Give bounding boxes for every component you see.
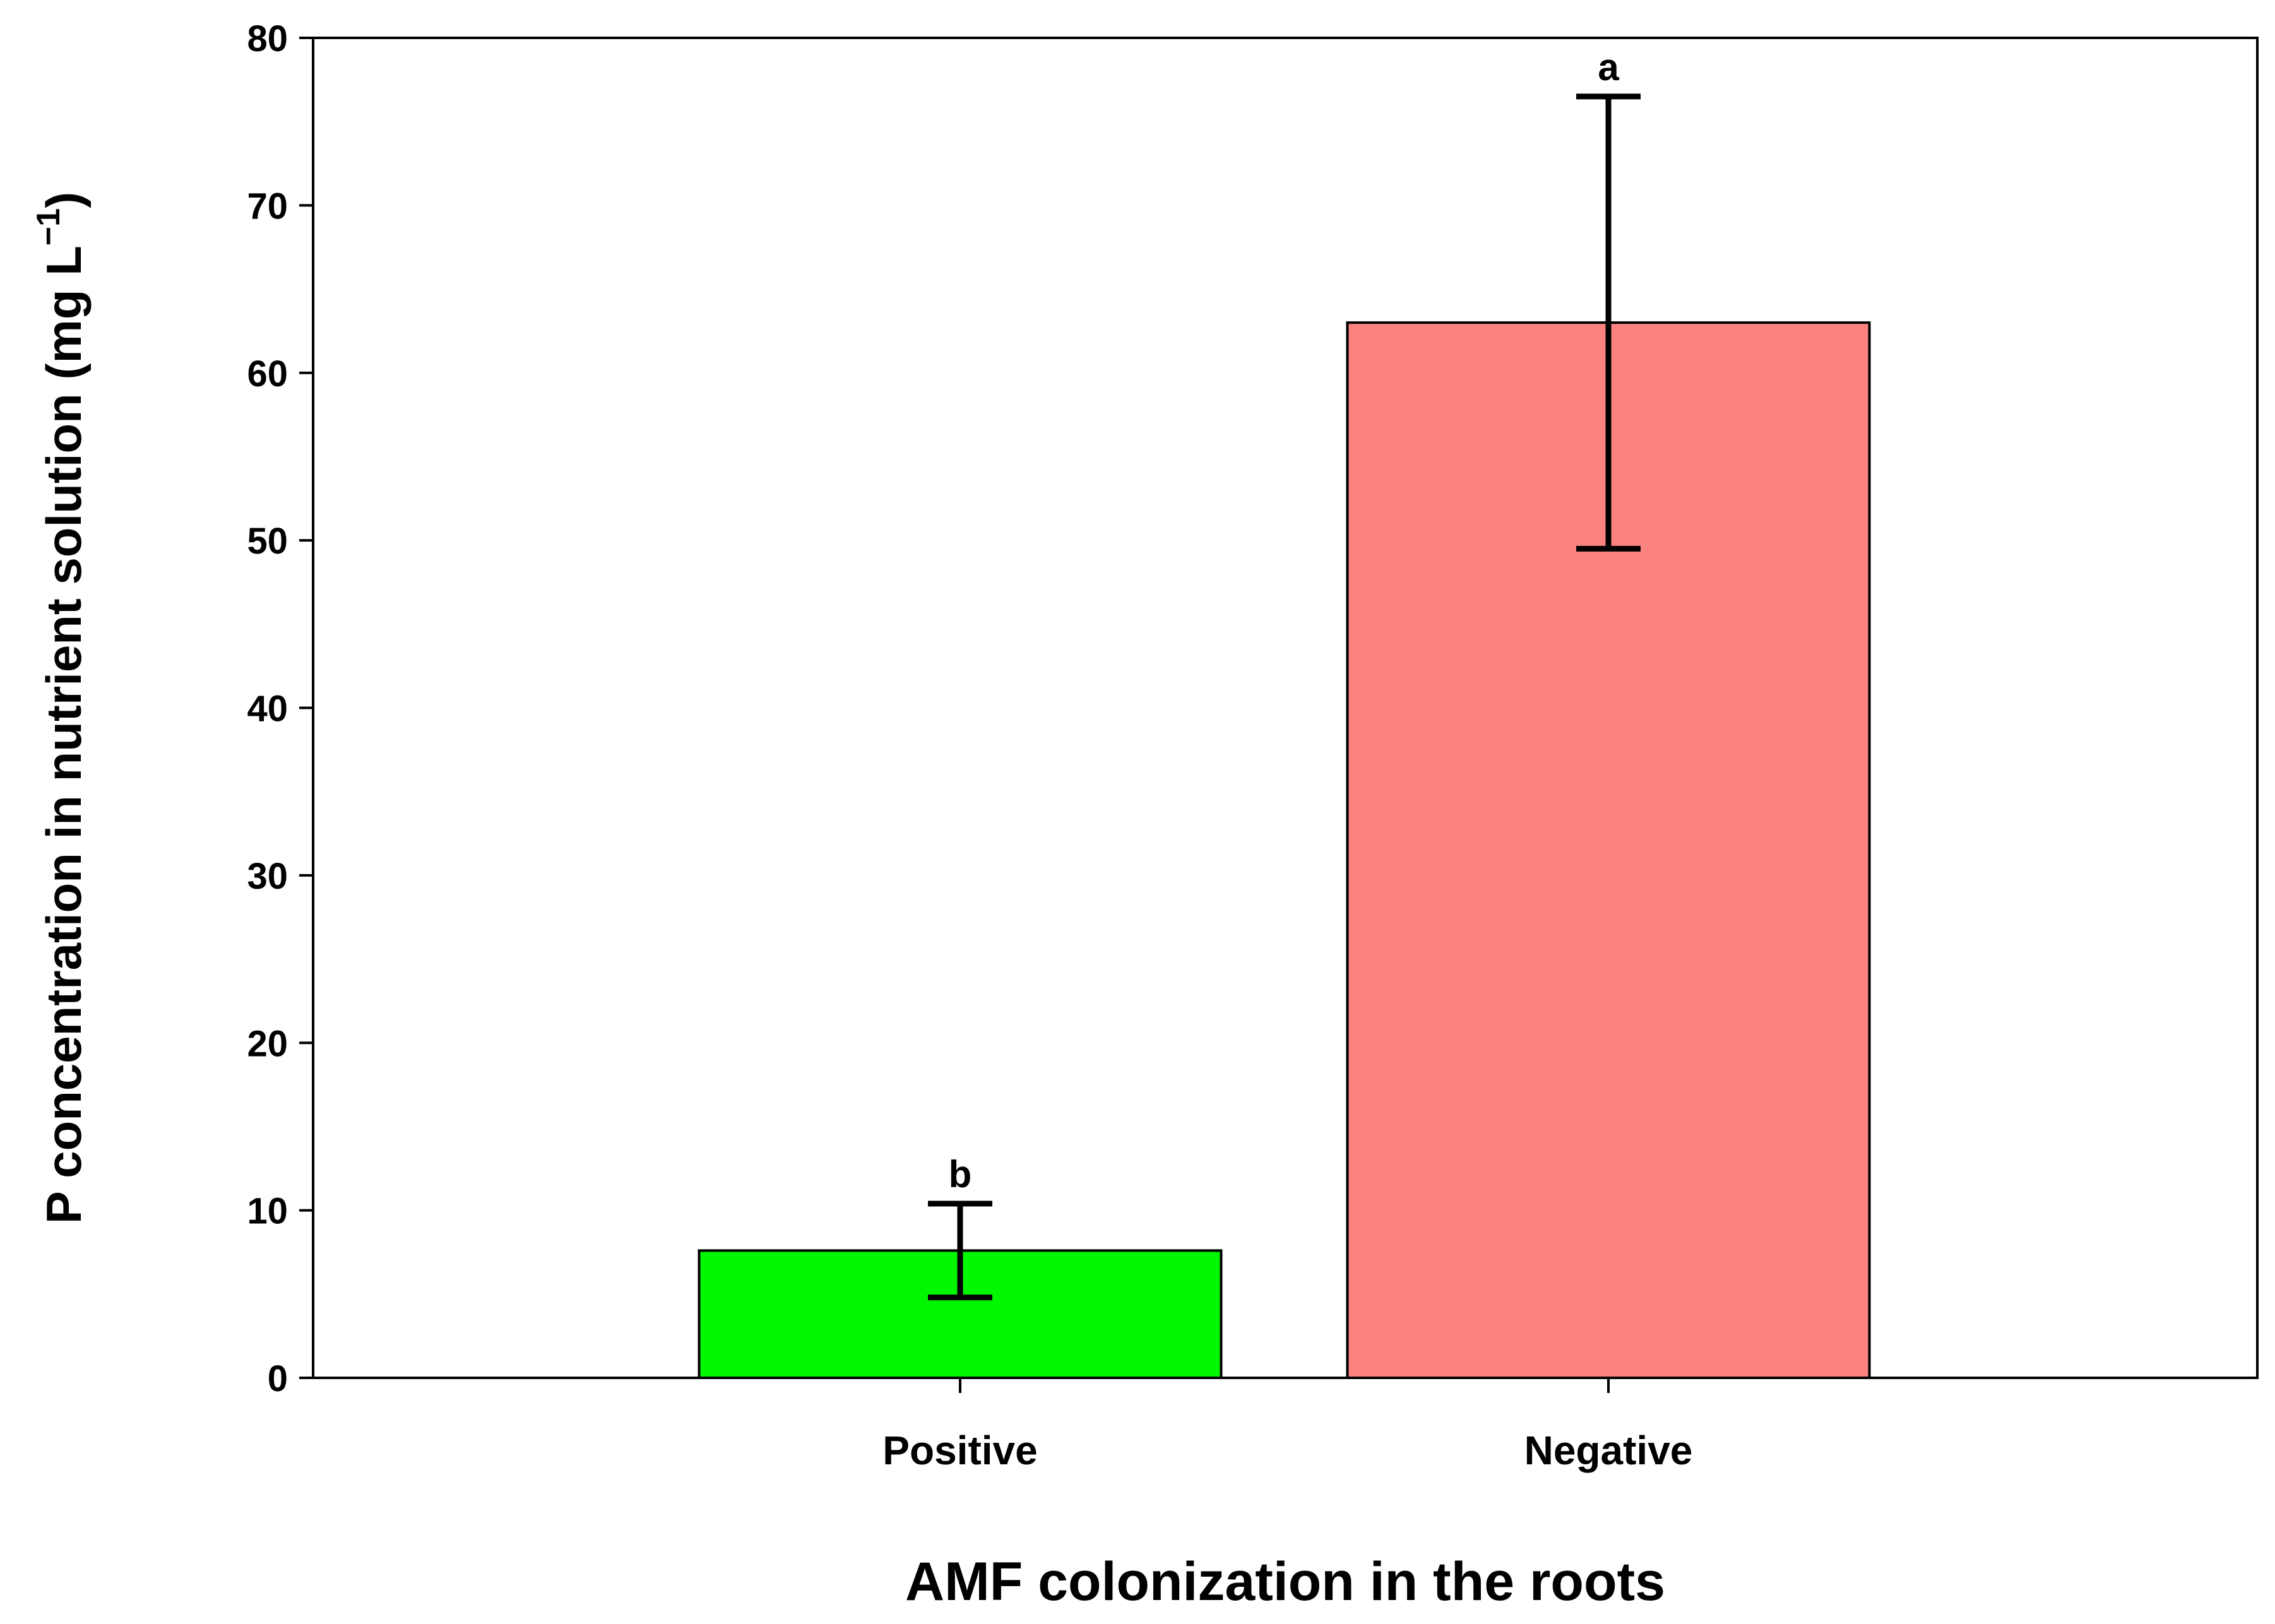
- significance-letter-positive: b: [949, 1153, 972, 1195]
- y-tick-label: 80: [247, 18, 288, 59]
- y-axis-ticks: 0 10 20 30 40 50 60 70 80: [247, 18, 313, 1399]
- y-tick-label: 50: [247, 521, 288, 562]
- y-tick-label: 70: [247, 186, 288, 227]
- x-tick-label-positive: Positive: [882, 1428, 1037, 1473]
- y-axis-title-superscript: −1: [30, 208, 67, 246]
- significance-letters: ba: [949, 46, 1620, 1195]
- y-tick-label: 60: [247, 353, 288, 394]
- error-bars-layer: [928, 93, 1641, 1301]
- x-tick-label-negative: Negative: [1524, 1428, 1693, 1473]
- y-axis-title-main: P concentration in nutrient solution (mg…: [36, 246, 92, 1224]
- significance-letter-negative: a: [1598, 46, 1619, 88]
- y-tick-label: 10: [247, 1191, 288, 1232]
- y-tick-label: 0: [268, 1358, 288, 1399]
- x-axis-ticks: Positive Negative: [882, 1378, 1692, 1473]
- y-tick-label: 20: [247, 1023, 288, 1064]
- y-tick-label: 30: [247, 856, 288, 897]
- y-axis-title: P concentration in nutrient solution (mg…: [30, 192, 92, 1224]
- x-axis-title: AMF colonization in the roots: [905, 1551, 1665, 1612]
- y-tick-label: 40: [247, 689, 288, 730]
- y-axis-title-close: ): [36, 192, 92, 208]
